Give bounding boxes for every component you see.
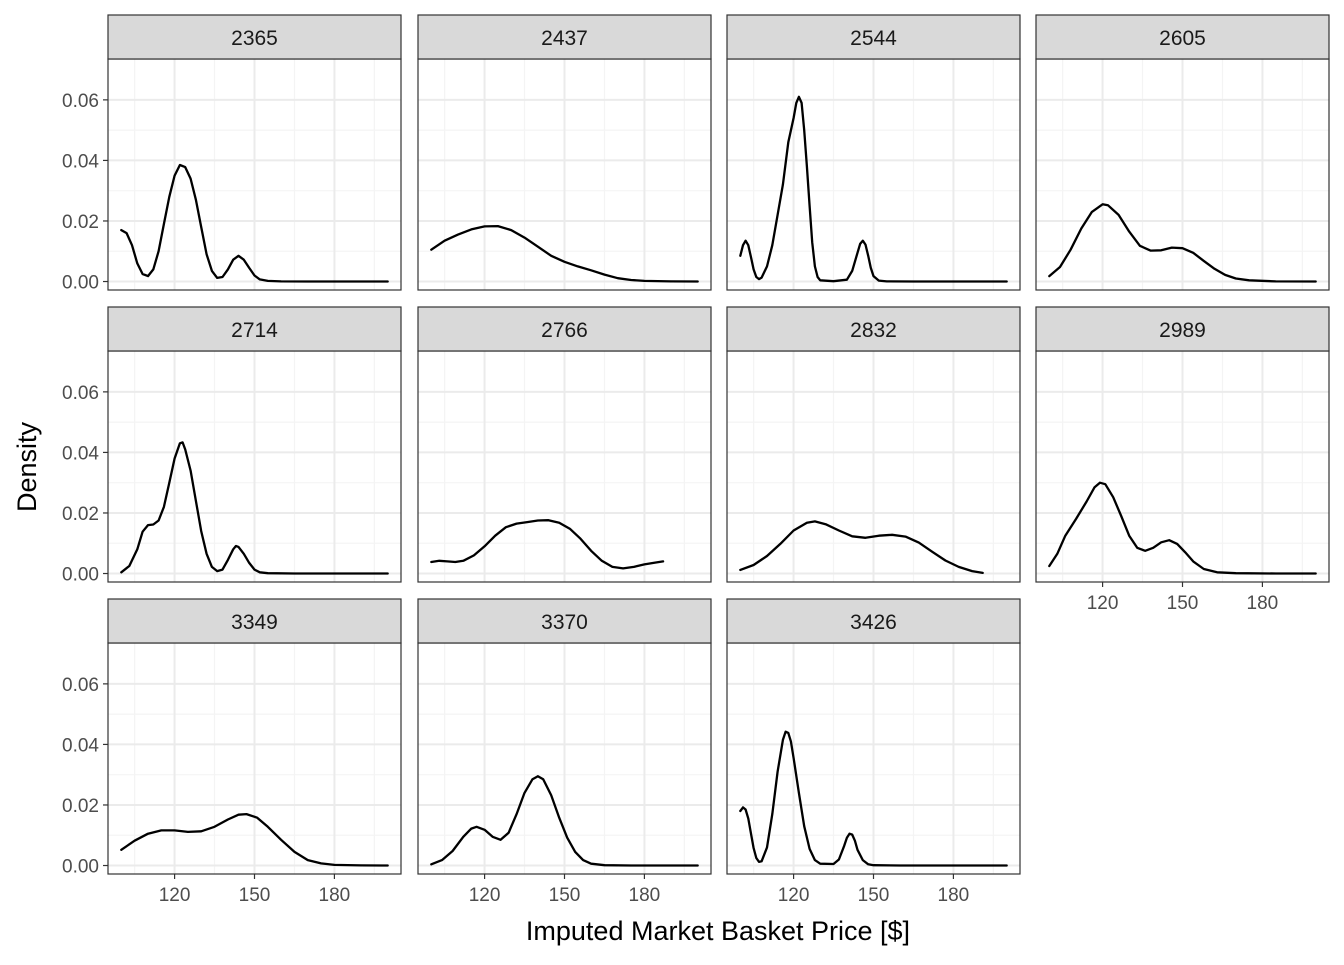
density-line-2605 xyxy=(1048,203,1317,283)
density-line-2437 xyxy=(430,224,699,283)
y-tick-label: 0.04 xyxy=(62,735,99,756)
facet-strip-label: 2989 xyxy=(1159,319,1206,342)
facet-strip xyxy=(107,598,402,644)
density-line-3370 xyxy=(430,775,699,867)
x-tick-label: 150 xyxy=(858,885,890,906)
facet-strip xyxy=(417,14,712,60)
facet-strip-label: 2605 xyxy=(1159,27,1206,50)
facet-panel-2365: 2365 0.00 0.02 0.04 0.06 xyxy=(62,14,402,294)
y-axis-title: Density xyxy=(12,421,42,512)
facet-strip-label: 2544 xyxy=(850,27,897,50)
x-tick-label: 150 xyxy=(239,885,271,906)
x-tick-label: 180 xyxy=(1247,593,1279,614)
facet-strip-label: 3370 xyxy=(541,611,588,634)
facet-strip xyxy=(417,306,712,352)
facet-panel-2832: 2832 xyxy=(726,306,1021,583)
y-tick-label: 0.04 xyxy=(62,151,99,172)
facet-strip-label: 2766 xyxy=(541,319,588,342)
x-tick-label: 180 xyxy=(319,885,351,906)
facet-strip-label: 3426 xyxy=(850,611,897,634)
y-tick-label: 0.00 xyxy=(62,565,99,586)
density-line-2989 xyxy=(1048,481,1317,575)
density-line-2832 xyxy=(739,520,984,575)
panels-layer: 2365 0.00 0.02 0.04 0.06 2437 2544 2605 2714 0.00… xyxy=(62,14,1330,906)
facet-strip xyxy=(107,14,402,60)
facet-strip xyxy=(1035,14,1330,60)
density-line-2365 xyxy=(120,163,389,283)
facet-panel-3426: 3426 120 150 180 xyxy=(726,598,1021,906)
density-line-2714 xyxy=(120,441,389,575)
facet-strip-label: 3349 xyxy=(231,611,278,634)
y-tick-label: 0.06 xyxy=(62,675,99,696)
facet-strip-label: 2832 xyxy=(850,319,897,342)
y-tick-label: 0.02 xyxy=(62,504,99,525)
x-tick-label: 150 xyxy=(1167,593,1199,614)
y-tick-label: 0.04 xyxy=(62,443,99,464)
density-line-2766 xyxy=(430,519,665,570)
x-tick-label: 120 xyxy=(778,885,810,906)
x-tick-label: 180 xyxy=(629,885,661,906)
facet-strip xyxy=(107,306,402,352)
y-tick-label: 0.06 xyxy=(62,91,99,112)
facet-strip xyxy=(726,598,1021,644)
facet-strip xyxy=(726,306,1021,352)
x-tick-label: 180 xyxy=(938,885,970,906)
facet-strip-label: 2365 xyxy=(231,27,278,50)
x-tick-label: 120 xyxy=(159,885,191,906)
facet-strip-label: 2437 xyxy=(541,27,588,50)
facet-panel-2714: 2714 0.00 0.02 0.04 0.06 xyxy=(62,306,402,586)
facet-panel-2544: 2544 xyxy=(726,14,1021,291)
y-tick-label: 0.00 xyxy=(62,273,99,294)
x-axis-title: Imputed Market Basket Price [$] xyxy=(526,916,910,946)
y-tick-label: 0.00 xyxy=(62,857,99,878)
facet-strip-label: 2714 xyxy=(231,319,278,342)
density-line-2544 xyxy=(739,95,1008,283)
facet-panel-3370: 3370 120 150 180 xyxy=(417,598,712,906)
y-tick-label: 0.02 xyxy=(62,796,99,817)
facet-panel-2989: 2989 120 150 180 xyxy=(1035,306,1330,614)
facet-panel-2437: 2437 xyxy=(417,14,712,291)
facet-panel-2605: 2605 xyxy=(1035,14,1330,291)
facet-strip xyxy=(726,14,1021,60)
y-tick-label: 0.02 xyxy=(62,212,99,233)
y-tick-label: 0.06 xyxy=(62,383,99,404)
x-tick-label: 150 xyxy=(549,885,581,906)
facet-strip xyxy=(417,598,712,644)
facet-panel-3349: 3349 0.00 0.02 0.04 0.06 120 150 180 xyxy=(62,598,402,906)
x-tick-label: 120 xyxy=(469,885,501,906)
x-tick-label: 120 xyxy=(1087,593,1119,614)
density-line-3426 xyxy=(739,730,1008,867)
facet-strip xyxy=(1035,306,1330,352)
density-line-3349 xyxy=(120,812,389,867)
facet-panel-2766: 2766 xyxy=(417,306,712,583)
